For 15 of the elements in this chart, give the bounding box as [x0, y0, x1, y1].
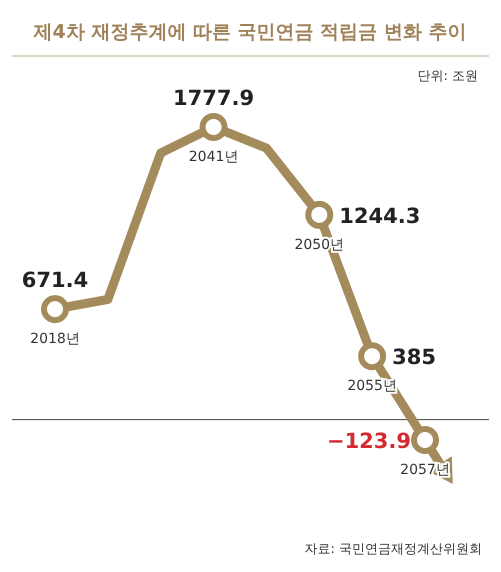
point — [358, 342, 386, 370]
text: 단위: 조원 — [417, 69, 478, 84]
chart-title: 제4차 재정추계에 따른 국민연금 적립금 변화 추이 — [32, 21, 466, 43]
data-label: 671.4 — [22, 268, 88, 292]
data-label: 1244.3 — [339, 204, 420, 228]
x-tick-label: 2041년 — [188, 149, 238, 165]
data-label: 1777.9 — [173, 86, 254, 110]
text: 자료: 국민연금재정계산위원회 — [304, 542, 482, 557]
x-tick-label: 2018년 — [30, 331, 80, 348]
point — [305, 200, 334, 229]
point — [411, 426, 439, 454]
point — [41, 295, 69, 324]
point — [200, 113, 228, 141]
data-label: −123.9 — [326, 429, 411, 453]
data-label: 385 — [392, 345, 436, 370]
